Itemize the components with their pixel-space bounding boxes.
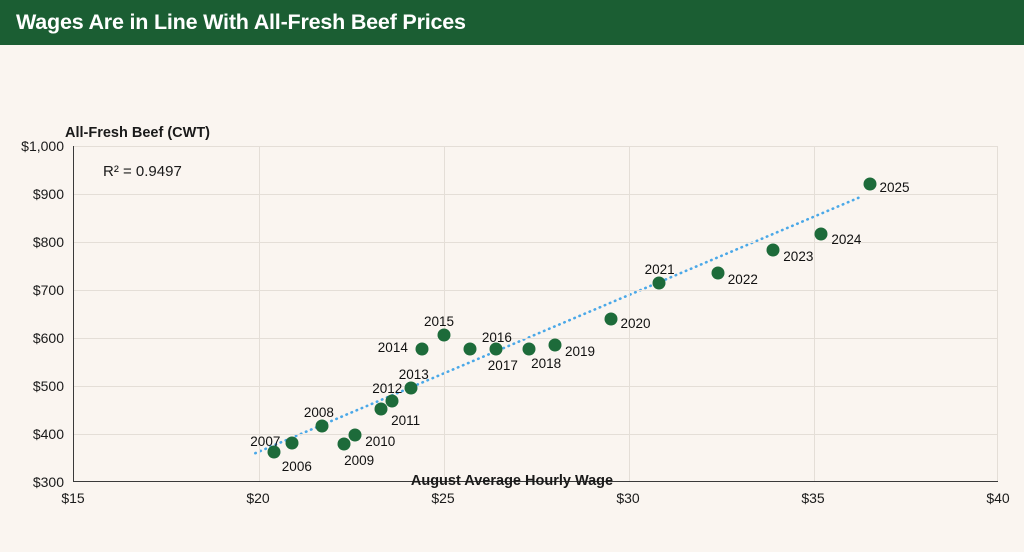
x-tick-label: $20 [246, 490, 270, 506]
header-bar: Wages Are in Line With All-Fresh Beef Pr… [0, 0, 1024, 45]
gridline-horizontal [74, 434, 998, 435]
data-point-label: 2017 [487, 358, 518, 374]
trendline [254, 196, 860, 455]
data-point-label: 2007 [250, 434, 281, 450]
gridline-horizontal [74, 242, 998, 243]
y-tick-label: $400 [32, 426, 64, 442]
data-point [348, 428, 362, 442]
data-point-label: 2006 [281, 459, 312, 475]
page-title: Wages Are in Line With All-Fresh Beef Pr… [16, 10, 466, 34]
data-point [315, 419, 329, 433]
data-point-label: 2021 [644, 261, 675, 277]
plot-right-border [997, 146, 998, 481]
gridline-vertical [259, 146, 260, 481]
data-point [863, 177, 876, 191]
data-point-label: 2008 [303, 404, 334, 420]
data-point [437, 328, 451, 342]
y-tick-label: $700 [32, 282, 64, 298]
data-point-label: 2016 [481, 329, 512, 345]
x-tick-label: $40 [986, 490, 1010, 506]
y-tick-label: $900 [32, 186, 64, 202]
data-point [385, 394, 399, 408]
data-point [415, 342, 429, 356]
data-point-label: 2015 [424, 314, 455, 330]
y-tick-label: $600 [32, 330, 64, 346]
data-point-label: 2023 [783, 249, 814, 265]
plot-area: 2006 2007 2008 2009 2010 2011 2012 2013 2014 2015… [73, 146, 998, 482]
data-point [404, 381, 418, 395]
gridline-horizontal [74, 194, 998, 195]
x-tick-label: $25 [431, 490, 455, 506]
gridline-horizontal [74, 290, 998, 291]
plot-top-border [74, 146, 998, 147]
gridline-vertical [814, 146, 815, 481]
gridline-horizontal [74, 338, 998, 339]
data-point-label: 2018 [531, 355, 562, 371]
data-point-label: 2009 [344, 452, 375, 468]
data-point [814, 227, 828, 241]
data-point [711, 266, 725, 280]
y-tick-label: $1,000 [21, 138, 64, 154]
data-point [522, 342, 536, 356]
data-point-label: 2020 [620, 316, 651, 332]
data-point-label: 2025 [879, 179, 910, 195]
footer: Terrain . Sources: BLS, USDA AMS, Terrai… [0, 500, 1024, 552]
x-axis-title: August Average Hourly Wage [410, 473, 614, 489]
gridline-vertical [629, 146, 630, 481]
data-point-label: 2014 [377, 339, 408, 355]
data-point [337, 437, 351, 451]
x-tick-label: $35 [801, 490, 825, 506]
data-point-label: 2024 [831, 232, 862, 248]
plot-inner: 2006 2007 2008 2009 2010 2011 2012 2013 2014 2015… [74, 146, 998, 481]
data-point-label: 2010 [365, 433, 396, 449]
data-point-label: 2012 [372, 380, 403, 396]
y-tick-label: $300 [32, 474, 64, 490]
x-tick-label: $30 [616, 490, 640, 506]
chart-container: All-Fresh Beef (CWT) R² = 0.9497 2006 200… [0, 45, 1024, 506]
data-point [766, 243, 780, 257]
data-point-label: 2022 [727, 272, 758, 288]
data-point-label: 2011 [391, 413, 421, 429]
y-tick-label: $800 [32, 234, 64, 250]
x-tick-label: $15 [61, 490, 85, 506]
data-point [267, 445, 281, 459]
data-point [604, 312, 617, 326]
data-point-label: 2013 [398, 366, 429, 382]
gridline-horizontal [74, 386, 998, 387]
data-point [285, 436, 299, 450]
data-point [374, 402, 388, 416]
y-axis-title: All-Fresh Beef (CWT) [65, 125, 210, 141]
data-point [548, 338, 562, 352]
data-point [652, 276, 666, 290]
data-point [489, 342, 503, 356]
r-squared-annotation: R² = 0.9497 [103, 163, 182, 180]
data-point [463, 342, 477, 356]
y-tick-label: $500 [32, 378, 64, 394]
gridline-vertical [444, 146, 445, 481]
data-point-label: 2019 [565, 343, 596, 359]
